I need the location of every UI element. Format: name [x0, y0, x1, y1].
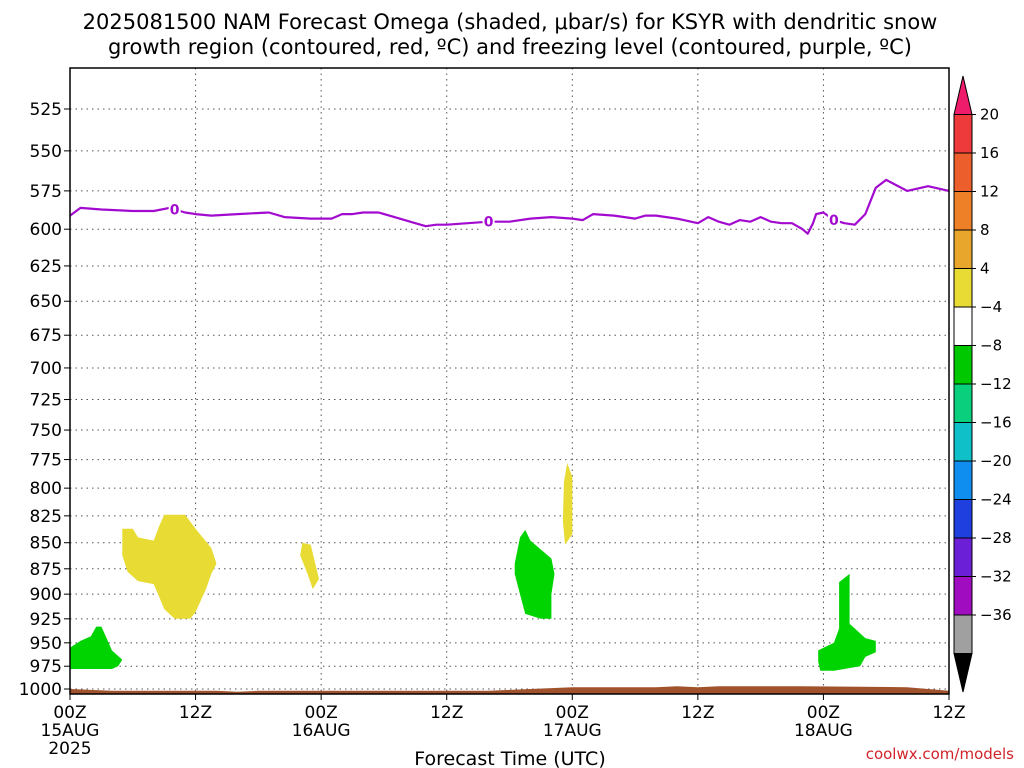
- y-tick-label: 850: [30, 534, 62, 554]
- colorbar-label: 16: [980, 144, 999, 162]
- omega-region: [70, 626, 123, 669]
- colorbar-segment: [953, 306, 973, 346]
- freezing-level-label-bg: [482, 213, 495, 230]
- plot-area: 0 0 0: [69, 67, 950, 695]
- colorbar-label: −16: [980, 414, 1012, 432]
- y-tick-label: 775: [30, 451, 62, 471]
- x-date-label: 15AUG: [41, 721, 100, 741]
- colorbar-segment: [953, 537, 973, 577]
- freezing-level-label-bg: [827, 212, 840, 229]
- x-tick-label: 00Z: [807, 703, 840, 723]
- y-tick-label: 575: [30, 182, 62, 202]
- y-tick-label: 525: [30, 100, 62, 120]
- colorbar-segment: [953, 499, 973, 539]
- colorbar: 20 16 12 8 4 −4 −8 −12 −16 −20 −24 −28 −32 −36: [953, 75, 1012, 693]
- freezing-level-layer: 0 0 0: [69, 178, 950, 235]
- colorbar-label: 20: [980, 106, 999, 124]
- colorbar-segment: [953, 345, 973, 385]
- y-tick-label: 925: [30, 610, 62, 630]
- omega-region: [514, 529, 555, 619]
- freezing-level-label: 0: [484, 215, 494, 231]
- colorbar-segment: [953, 614, 973, 654]
- plot-background: [70, 68, 949, 694]
- y-tick-label: 975: [30, 657, 62, 677]
- colorbar-segment: [953, 268, 973, 308]
- y-tick-label: 750: [30, 421, 62, 441]
- freezing-level-label: 0: [829, 213, 839, 229]
- y-tick-label: 650: [30, 292, 62, 312]
- x-tick-label: 12Z: [430, 703, 463, 723]
- y-tick-label: 825: [30, 507, 62, 527]
- x-axis-label: Forecast Time (UTC): [414, 748, 605, 768]
- colorbar-segment: [953, 576, 973, 616]
- omega-region: [562, 463, 573, 545]
- y-tick-label: 1000: [19, 680, 62, 700]
- omega-region: [818, 573, 876, 671]
- colorbar-label: 12: [980, 183, 999, 201]
- colorbar-top-triangle: [953, 75, 973, 115]
- x-tick-label: 12Z: [179, 703, 212, 723]
- chart-title-line-2: growth region (contoured, red, ºC) and f…: [108, 35, 912, 59]
- omega-regions: [70, 463, 876, 671]
- freezing-level-line: [69, 178, 950, 235]
- colorbar-bottom-triangle: [953, 653, 973, 693]
- colorbar-label: 4: [980, 260, 990, 278]
- colorbar-label: −4: [980, 298, 1002, 316]
- x-date-label: 18AUG: [794, 721, 853, 741]
- freezing-level-label: 0: [170, 202, 180, 218]
- omega-region: [300, 542, 319, 590]
- x-year-label: 2025: [48, 739, 91, 759]
- freezing-level-label-bg: [168, 201, 181, 218]
- x-tick-label: 00Z: [53, 703, 86, 723]
- colorbar-segment: [953, 229, 973, 269]
- colorbar-label: −36: [980, 606, 1012, 624]
- colorbar-segment: [953, 191, 973, 231]
- y-tick-label: 550: [30, 142, 62, 162]
- colorbar-segment: [953, 422, 973, 462]
- x-date-label: 16AUG: [292, 721, 351, 741]
- x-date-label: 17AUG: [543, 721, 602, 741]
- y-tick-label: 900: [30, 585, 62, 605]
- terrain-layer: [70, 686, 949, 694]
- colorbar-label: −32: [980, 568, 1012, 586]
- terrain-fill: [70, 686, 949, 694]
- colorbar-label: −8: [980, 337, 1002, 355]
- colorbar-label: −24: [980, 491, 1012, 509]
- y-tick-label: 950: [30, 634, 62, 654]
- y-tick-label: 625: [30, 257, 62, 277]
- omega-region: [122, 514, 217, 619]
- colorbar-label: −12: [980, 375, 1012, 393]
- colorbar-segment: [953, 114, 973, 154]
- x-tick-label: 00Z: [305, 703, 338, 723]
- x-tick-label: 12Z: [932, 703, 965, 723]
- y-tick-label: 600: [30, 220, 62, 240]
- colorbar-label: 8: [980, 221, 990, 239]
- colorbar-segment: [953, 460, 973, 500]
- colorbar-segment: [953, 152, 973, 192]
- x-tick-label: 00Z: [556, 703, 589, 723]
- colorbar-label: −20: [980, 452, 1012, 470]
- chart-title-line-1: 2025081500 NAM Forecast Omega (shaded, μ…: [83, 10, 938, 34]
- x-tick-label: 12Z: [681, 703, 714, 723]
- y-tick-label: 725: [30, 391, 62, 411]
- y-tick-label: 675: [30, 326, 62, 346]
- y-axis-ticks: 525 550 575 600 625 650 675 700 725 750 775 800 825 8…: [19, 100, 70, 700]
- y-tick-label: 700: [30, 359, 62, 379]
- colorbar-segment: [953, 383, 973, 423]
- y-tick-label: 875: [30, 560, 62, 580]
- colorbar-label: −28: [980, 529, 1012, 547]
- y-tick-label: 800: [30, 479, 62, 499]
- credit-text: coolwx.com/models: [866, 745, 1014, 763]
